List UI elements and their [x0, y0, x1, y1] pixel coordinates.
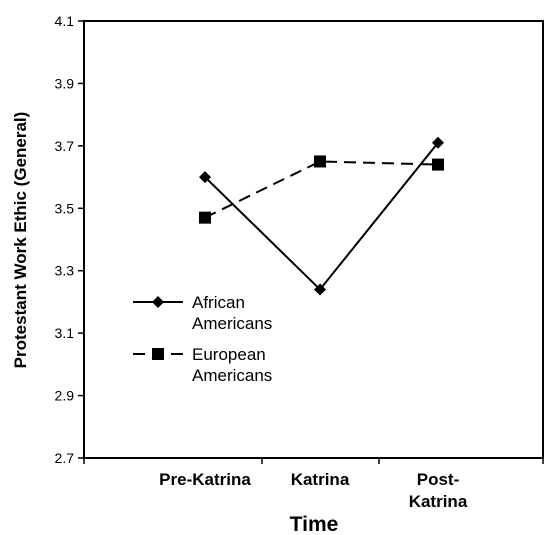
x-tick-label: Katrina — [291, 470, 350, 489]
legend: African Americans European Americans — [133, 293, 272, 385]
y-tick-label: 3.1 — [55, 325, 75, 341]
data-point — [314, 155, 326, 168]
data-point — [432, 136, 444, 149]
data-point — [199, 171, 211, 184]
plot-frame — [83, 20, 544, 459]
x-tick-label: Post-Katrina — [409, 470, 468, 511]
data-point — [199, 211, 211, 224]
y-tick-label: 3.3 — [55, 263, 75, 279]
y-tick-label: 2.7 — [55, 450, 75, 466]
y-tick-label: 3.5 — [55, 200, 75, 216]
series-african-americans — [199, 136, 444, 296]
y-tick-label: 3.9 — [55, 75, 75, 91]
legend-marker — [152, 348, 164, 360]
legend-marker — [152, 296, 164, 308]
y-axis-title: Protestant Work Ethic (General) — [11, 112, 30, 369]
x-axis-title: Time — [290, 513, 339, 535]
data-point — [432, 158, 444, 171]
data-point — [314, 283, 326, 296]
y-tick-label: 4.1 — [55, 13, 75, 29]
series-line — [204, 160, 439, 219]
series-layer — [199, 136, 444, 296]
x-axis: Pre-Katrina Katrina Post-Katrina — [83, 458, 544, 511]
y-tick-label: 2.9 — [55, 388, 75, 404]
legend-label: European Americans — [192, 345, 272, 385]
y-axis: 2.7 2.9 3.1 3.3 3.5 3.7 3.9 4.1 — [55, 13, 84, 466]
x-tick-label: Pre-Katrina — [159, 470, 251, 489]
series-european-americans — [199, 155, 444, 224]
y-tick-label: 3.7 — [55, 138, 75, 154]
legend-label: African Americans — [192, 293, 272, 333]
